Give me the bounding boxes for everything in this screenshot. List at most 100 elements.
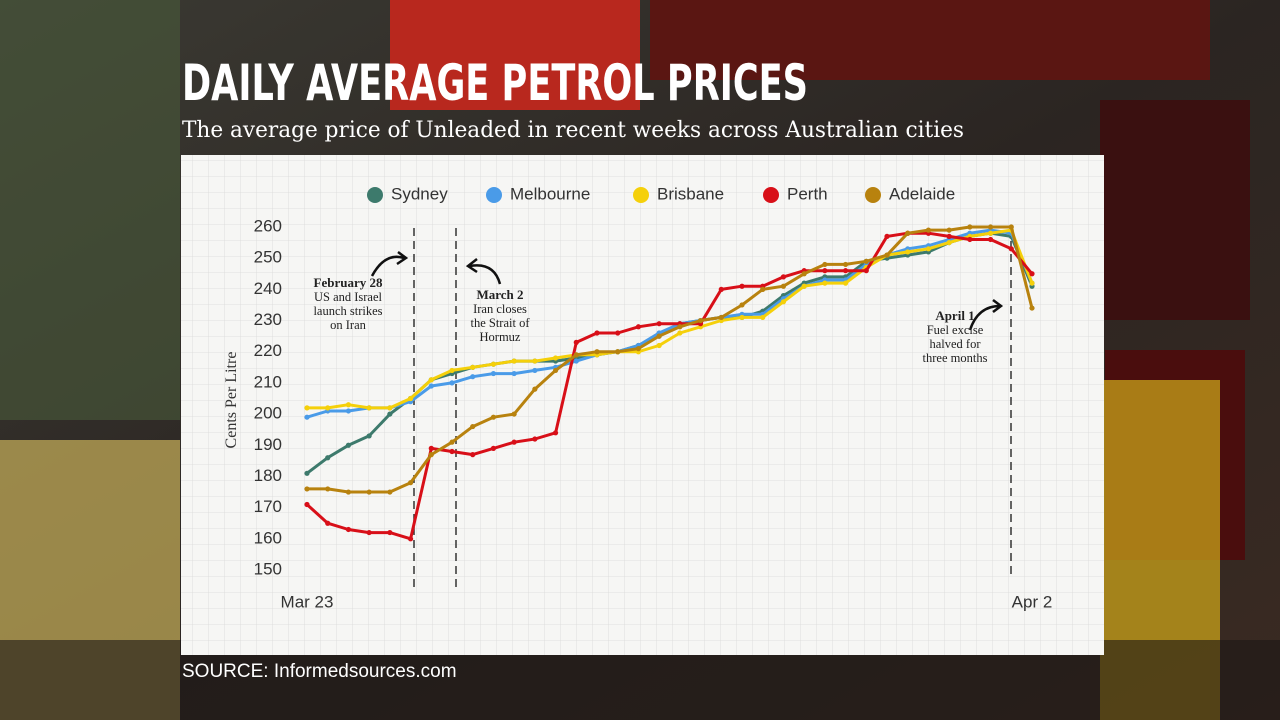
data-point bbox=[718, 314, 724, 321]
data-point bbox=[760, 286, 766, 292]
data-point bbox=[884, 252, 890, 258]
y-tick-label: 200 bbox=[254, 404, 282, 423]
data-point bbox=[635, 324, 642, 330]
data-point bbox=[304, 414, 310, 420]
data-point bbox=[987, 230, 994, 236]
graph-paper bbox=[181, 155, 1104, 655]
legend-label: Sydney bbox=[391, 184, 448, 203]
data-point bbox=[946, 233, 952, 239]
data-point bbox=[822, 268, 828, 274]
data-point bbox=[490, 414, 497, 420]
data-point bbox=[470, 374, 476, 380]
data-point bbox=[449, 380, 455, 386]
annotation-text: Iran closes bbox=[473, 302, 527, 316]
arrow-head bbox=[396, 251, 409, 266]
data-point bbox=[739, 314, 745, 321]
series-line bbox=[305, 228, 1034, 419]
data-point bbox=[1029, 280, 1035, 286]
data-point bbox=[635, 346, 642, 352]
annotation-title: March 2 bbox=[476, 287, 523, 302]
data-point bbox=[345, 408, 352, 414]
annotation-text: launch strikes bbox=[313, 304, 382, 318]
x-tick-label: Apr 2 bbox=[1012, 592, 1053, 611]
legend-label: Melbourne bbox=[510, 184, 590, 203]
data-point bbox=[449, 439, 455, 445]
arrow bbox=[370, 255, 405, 277]
data-point bbox=[511, 411, 517, 417]
data-point bbox=[842, 280, 849, 286]
data-point bbox=[304, 405, 310, 411]
annotation-text: on Iran bbox=[330, 318, 366, 332]
data-point bbox=[1029, 305, 1035, 311]
data-point bbox=[987, 224, 994, 230]
data-point bbox=[345, 489, 352, 495]
data-point bbox=[760, 314, 766, 321]
data-point bbox=[552, 430, 559, 436]
data-point bbox=[325, 486, 331, 492]
data-point bbox=[615, 330, 621, 336]
data-point bbox=[905, 230, 911, 236]
data-point bbox=[449, 367, 455, 374]
data-point bbox=[387, 489, 393, 495]
annotation-text: Hormuz bbox=[480, 330, 521, 344]
data-point bbox=[449, 448, 455, 455]
data-point bbox=[842, 261, 849, 268]
data-point bbox=[656, 342, 662, 349]
data-point bbox=[325, 405, 331, 411]
data-point bbox=[615, 349, 621, 355]
data-point bbox=[366, 405, 372, 411]
legend-swatch bbox=[865, 187, 881, 203]
data-point bbox=[946, 239, 952, 246]
data-point bbox=[490, 445, 497, 451]
data-point bbox=[573, 352, 579, 358]
data-point bbox=[1008, 224, 1014, 230]
data-point bbox=[1029, 271, 1035, 277]
y-tick-label: 190 bbox=[254, 435, 282, 454]
data-point bbox=[387, 411, 393, 417]
data-point bbox=[1008, 246, 1014, 252]
data-point bbox=[304, 486, 310, 492]
data-point bbox=[345, 526, 352, 533]
data-point bbox=[407, 536, 414, 542]
data-point bbox=[532, 358, 538, 364]
data-point bbox=[366, 529, 372, 536]
data-point bbox=[925, 227, 932, 233]
data-point bbox=[801, 283, 807, 289]
chart-subtitle: The average price of Unleaded in recent … bbox=[182, 118, 964, 143]
data-point bbox=[428, 383, 434, 389]
data-point bbox=[366, 433, 372, 439]
source: SOURCE: Informedsources.com bbox=[182, 661, 457, 682]
legend-swatch bbox=[367, 187, 383, 203]
legend-label: Adelaide bbox=[889, 184, 955, 203]
data-point bbox=[428, 452, 434, 458]
data-point bbox=[946, 227, 952, 233]
arrow-head bbox=[992, 299, 1004, 313]
data-point bbox=[863, 268, 869, 274]
data-point bbox=[345, 442, 352, 448]
legend-swatch bbox=[486, 187, 502, 203]
data-point bbox=[511, 370, 517, 377]
y-tick-label: 180 bbox=[254, 466, 282, 485]
chart-title: DAILY AVERAGE PETROL PRICES bbox=[182, 54, 808, 112]
data-point bbox=[428, 377, 434, 383]
data-point bbox=[863, 258, 869, 264]
data-point bbox=[490, 361, 497, 367]
arrow-head bbox=[465, 258, 478, 274]
data-point bbox=[511, 439, 517, 445]
data-point bbox=[677, 330, 683, 336]
data-point bbox=[925, 246, 932, 252]
data-point bbox=[573, 339, 579, 345]
annotation-title: April 1 bbox=[935, 308, 974, 323]
data-point bbox=[325, 520, 331, 526]
data-point bbox=[677, 324, 683, 330]
y-tick-label: 230 bbox=[254, 310, 282, 329]
x-tick-label: Mar 23 bbox=[281, 592, 334, 611]
data-point bbox=[304, 501, 310, 508]
data-point bbox=[656, 333, 662, 339]
data-point bbox=[345, 402, 352, 408]
y-tick-label: 220 bbox=[254, 341, 282, 360]
data-point bbox=[511, 358, 517, 364]
background-display bbox=[650, 0, 1210, 80]
